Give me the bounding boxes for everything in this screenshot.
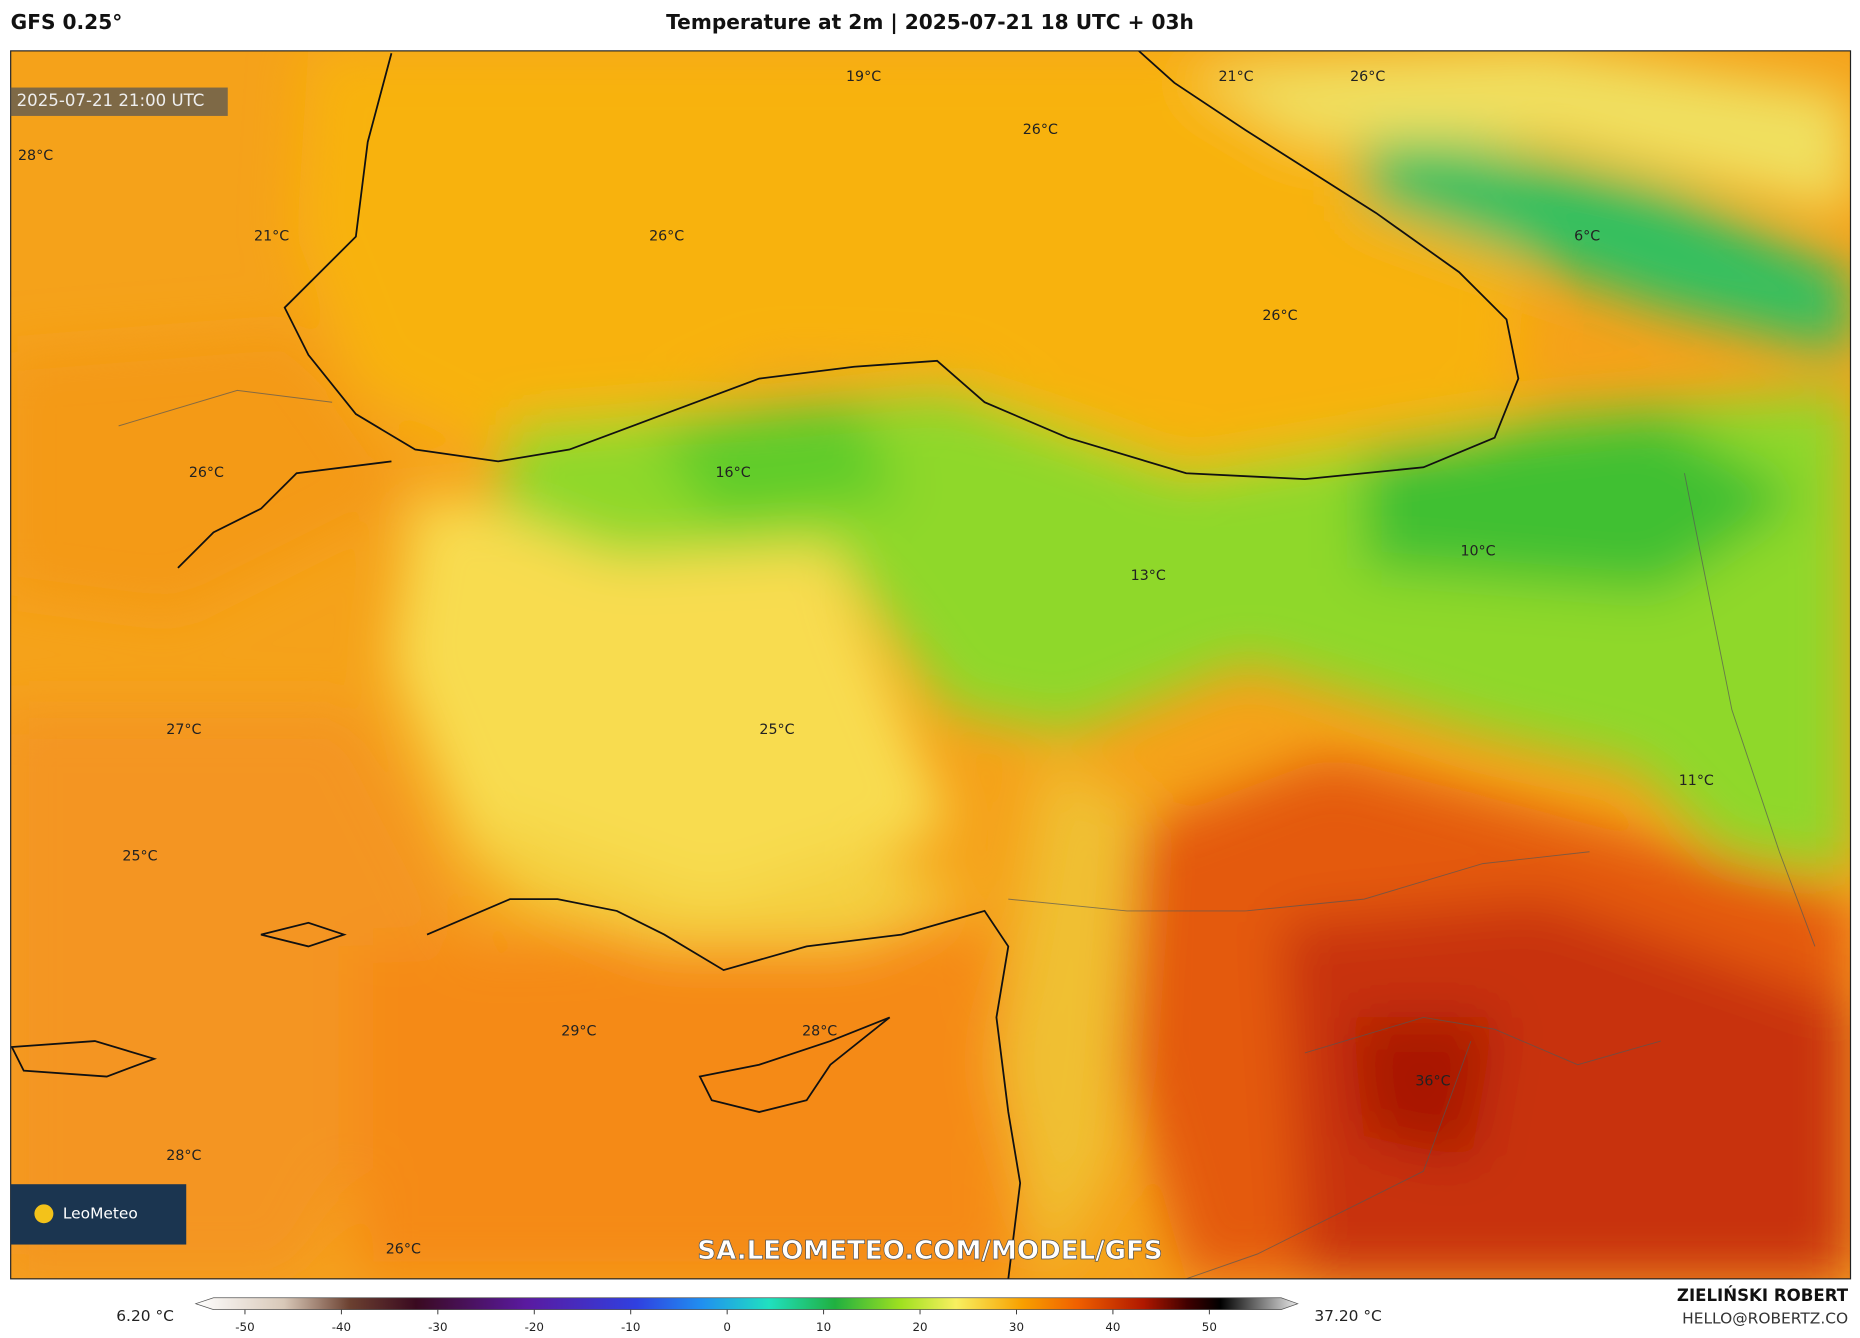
temperature-label: 29°C	[561, 1024, 596, 1040]
temperature-label: 11°C	[1679, 773, 1714, 789]
temperature-label: 21°C	[254, 229, 289, 245]
temperature-label: 10°C	[1460, 543, 1495, 559]
colorbar-tick-label: 10	[816, 1320, 831, 1334]
map: 28°C 21°C 26°C 19°C 21°C 26°C 26°C 6°C 26°C 26°C 1…	[10, 50, 1851, 1279]
temperature-label: 21°C	[1218, 69, 1253, 85]
coastlines	[10, 50, 1520, 1279]
temperature-label: 26°C	[386, 1241, 421, 1257]
watermark: SA.LEOMETEO.COM/MODEL/GFS	[697, 1236, 1162, 1266]
temperature-label: 19°C	[846, 69, 881, 85]
temperature-label: 26°C	[1023, 122, 1058, 138]
colorbar	[194, 1297, 1299, 1310]
colorbar-tick-label: 0	[723, 1320, 731, 1334]
temperature-label: 25°C	[122, 849, 157, 865]
colorbar-tick-label: -40	[332, 1320, 351, 1334]
model-name: GFS 0.25°	[11, 10, 123, 34]
temperature-label: 28°C	[802, 1024, 837, 1040]
colorbar-tick-label: -10	[621, 1320, 640, 1334]
email: HELLO@ROBERTZ.CO	[1682, 1310, 1848, 1328]
temperature-label: 28°C	[166, 1148, 201, 1164]
min-value: 6.20 °C	[116, 1307, 174, 1325]
colorbar-tick-label: -30	[428, 1320, 447, 1334]
colorbar-tick-label: -50	[235, 1320, 254, 1334]
temperature-label: 26°C	[189, 465, 224, 481]
temperature-label: 28°C	[18, 148, 53, 164]
colorbar-tick-label: 30	[1009, 1320, 1024, 1334]
temperature-label: 16°C	[716, 465, 751, 481]
temperature-label: 13°C	[1131, 568, 1166, 584]
colorbar-tick-label: 20	[912, 1320, 927, 1334]
map-title: Temperature at 2m | 2025-07-21 18 UTC + …	[666, 10, 1194, 34]
temperature-label: 36°C	[1415, 1073, 1450, 1089]
colorbar-tick-label: 40	[1105, 1320, 1120, 1334]
borders	[118, 389, 1816, 1279]
temperature-label: 26°C	[1262, 308, 1297, 324]
temperature-label: 26°C	[1350, 69, 1385, 85]
colorbar-tick-label: -20	[525, 1320, 544, 1334]
logo: LeoMeteo	[63, 1204, 138, 1222]
valid-time: 2025-07-21 21:00 UTC	[17, 91, 205, 110]
colorbar-tick-label: 50	[1202, 1320, 1217, 1334]
temperature-label: 27°C	[166, 722, 201, 738]
max-value: 37.20 °C	[1314, 1307, 1381, 1325]
author: ZIELIŃSKI ROBERT	[1677, 1286, 1849, 1305]
temperature-label: 25°C	[759, 722, 794, 738]
temperature-label: 6°C	[1574, 229, 1600, 245]
temperature-label: 26°C	[649, 229, 684, 245]
